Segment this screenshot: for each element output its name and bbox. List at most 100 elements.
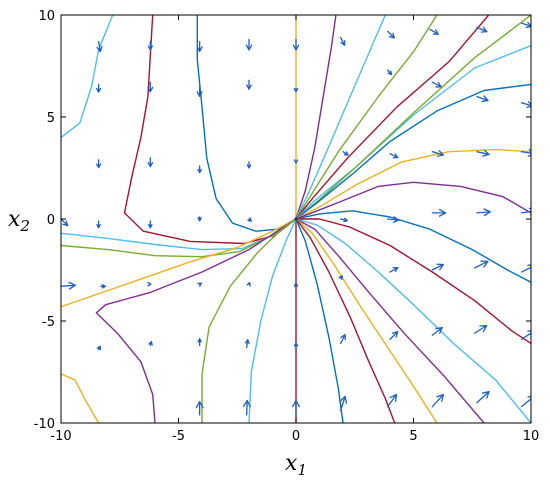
vector-arrow-33 xyxy=(247,217,252,222)
vector-arrow-head xyxy=(389,393,398,403)
vector-arrow-17 xyxy=(431,81,442,88)
y-tick-label: 0 xyxy=(47,213,55,228)
equilibrium-point xyxy=(294,217,298,221)
trajectory-7 xyxy=(61,218,297,258)
vector-arrow-shaft xyxy=(389,266,399,273)
vector-arrow-shaft xyxy=(431,393,444,408)
vector-arrow-36 xyxy=(431,208,447,217)
y-tick-label: -5 xyxy=(42,315,55,330)
vector-arrow-shaft xyxy=(389,153,399,159)
trajectory-5 xyxy=(61,15,114,139)
vector-arrow-head xyxy=(96,45,103,53)
vector-arrow-head xyxy=(148,340,153,346)
vector-arrow-head xyxy=(197,338,202,343)
vector-arrow-shaft xyxy=(245,399,248,416)
vector-arrow-head xyxy=(244,339,250,345)
vector-arrow-shaft xyxy=(97,40,101,53)
vector-arrow-head xyxy=(197,168,202,174)
vector-arrow-39 xyxy=(61,218,69,227)
vector-arrow-57 xyxy=(389,331,399,341)
vector-arrow-shaft xyxy=(386,30,395,39)
vector-arrow-54 xyxy=(244,339,250,349)
vector-arrow-head xyxy=(246,84,252,90)
vector-arrow-head xyxy=(196,91,203,97)
x-tick-label: 10 xyxy=(523,429,540,444)
y-axis-label: x2 xyxy=(8,207,30,235)
vector-arrow-head xyxy=(292,44,300,51)
x-axis-label: x1 xyxy=(285,451,307,479)
vector-arrow-66 xyxy=(431,393,444,408)
vector-arrow-head xyxy=(293,342,299,347)
vector-arrow-head xyxy=(62,220,69,227)
vector-arrow-head xyxy=(68,281,76,290)
vector-arrow-shaft xyxy=(476,211,491,214)
vector-arrow-22 xyxy=(197,165,202,174)
vector-arrow-14 xyxy=(246,79,252,90)
vector-arrow-head xyxy=(96,345,102,351)
vector-arrow-shaft xyxy=(431,151,444,156)
vector-arrow-head xyxy=(392,266,399,273)
vector-arrow-head xyxy=(436,393,444,402)
vector-arrow-shaft xyxy=(520,210,531,214)
vector-arrow-67 xyxy=(476,390,490,404)
vector-arrow-head xyxy=(527,264,531,272)
vector-arrow-8 xyxy=(429,28,439,35)
vector-arrow-shaft xyxy=(520,266,531,273)
vector-arrow-head xyxy=(96,223,101,229)
vector-arrow-head xyxy=(392,216,400,223)
vector-arrow-head xyxy=(101,284,106,289)
vector-arrow-head xyxy=(436,150,444,157)
vector-arrow-20 xyxy=(96,159,102,169)
vector-arrow-38 xyxy=(520,207,531,216)
vector-arrow-head xyxy=(527,395,531,398)
vector-arrow-shaft xyxy=(61,284,76,287)
vector-arrow-head xyxy=(435,326,443,335)
vector-arrow-shaft xyxy=(339,395,346,412)
vector-arrow-head xyxy=(435,81,442,88)
vector-arrow-head xyxy=(526,101,531,108)
vector-arrow-shaft xyxy=(431,81,442,88)
vector-arrow-head xyxy=(96,163,102,169)
vector-arrow-head xyxy=(481,390,490,399)
vector-arrow-47 xyxy=(431,263,444,271)
vector-arrow-head xyxy=(293,282,299,287)
vector-arrow-30 xyxy=(96,220,101,229)
vector-arrow-9 xyxy=(476,26,488,33)
vector-arrow-head xyxy=(147,86,154,93)
vector-arrow-shaft xyxy=(520,22,531,27)
vector-arrow-head xyxy=(483,208,491,217)
vector-arrow-43 xyxy=(246,281,251,287)
trajectory-layer xyxy=(61,15,531,423)
vector-arrow-head xyxy=(340,40,346,46)
vector-arrow-head xyxy=(292,399,300,408)
trajectory-22 xyxy=(295,210,531,283)
vector-field-layer xyxy=(61,21,531,416)
vector-arrow-42 xyxy=(197,282,202,287)
vector-arrow-head xyxy=(245,44,253,51)
vector-arrow-head xyxy=(293,88,299,93)
vector-arrow-12 xyxy=(147,81,154,93)
vector-arrow-head xyxy=(482,149,490,157)
vector-arrow-53 xyxy=(197,338,202,347)
vector-arrow-head xyxy=(527,330,531,337)
y-axis-ticks: -10 -5 0 5 10 xyxy=(34,9,531,432)
x-tick-label: -10 xyxy=(50,429,71,444)
vector-arrow-shaft xyxy=(339,333,346,345)
vector-arrow-18 xyxy=(476,95,489,103)
vector-arrow-head xyxy=(392,153,399,159)
x-tick-label: -5 xyxy=(172,429,185,444)
vector-arrow-head xyxy=(387,70,393,76)
vector-arrow-34 xyxy=(339,217,348,223)
trajectory-25 xyxy=(295,218,485,423)
vector-arrow-head xyxy=(388,32,395,39)
vector-arrow-head xyxy=(197,282,202,287)
vector-arrow-35 xyxy=(386,216,400,223)
vector-arrow-7 xyxy=(386,30,395,39)
vector-arrow-shaft xyxy=(476,390,490,404)
vector-arrow-44 xyxy=(293,282,299,287)
vector-arrow-head xyxy=(338,275,343,280)
trajectory-23 xyxy=(295,218,531,345)
trajectory-9 xyxy=(95,218,297,423)
vector-arrow-64 xyxy=(339,395,348,412)
vector-arrow-head xyxy=(147,45,153,51)
